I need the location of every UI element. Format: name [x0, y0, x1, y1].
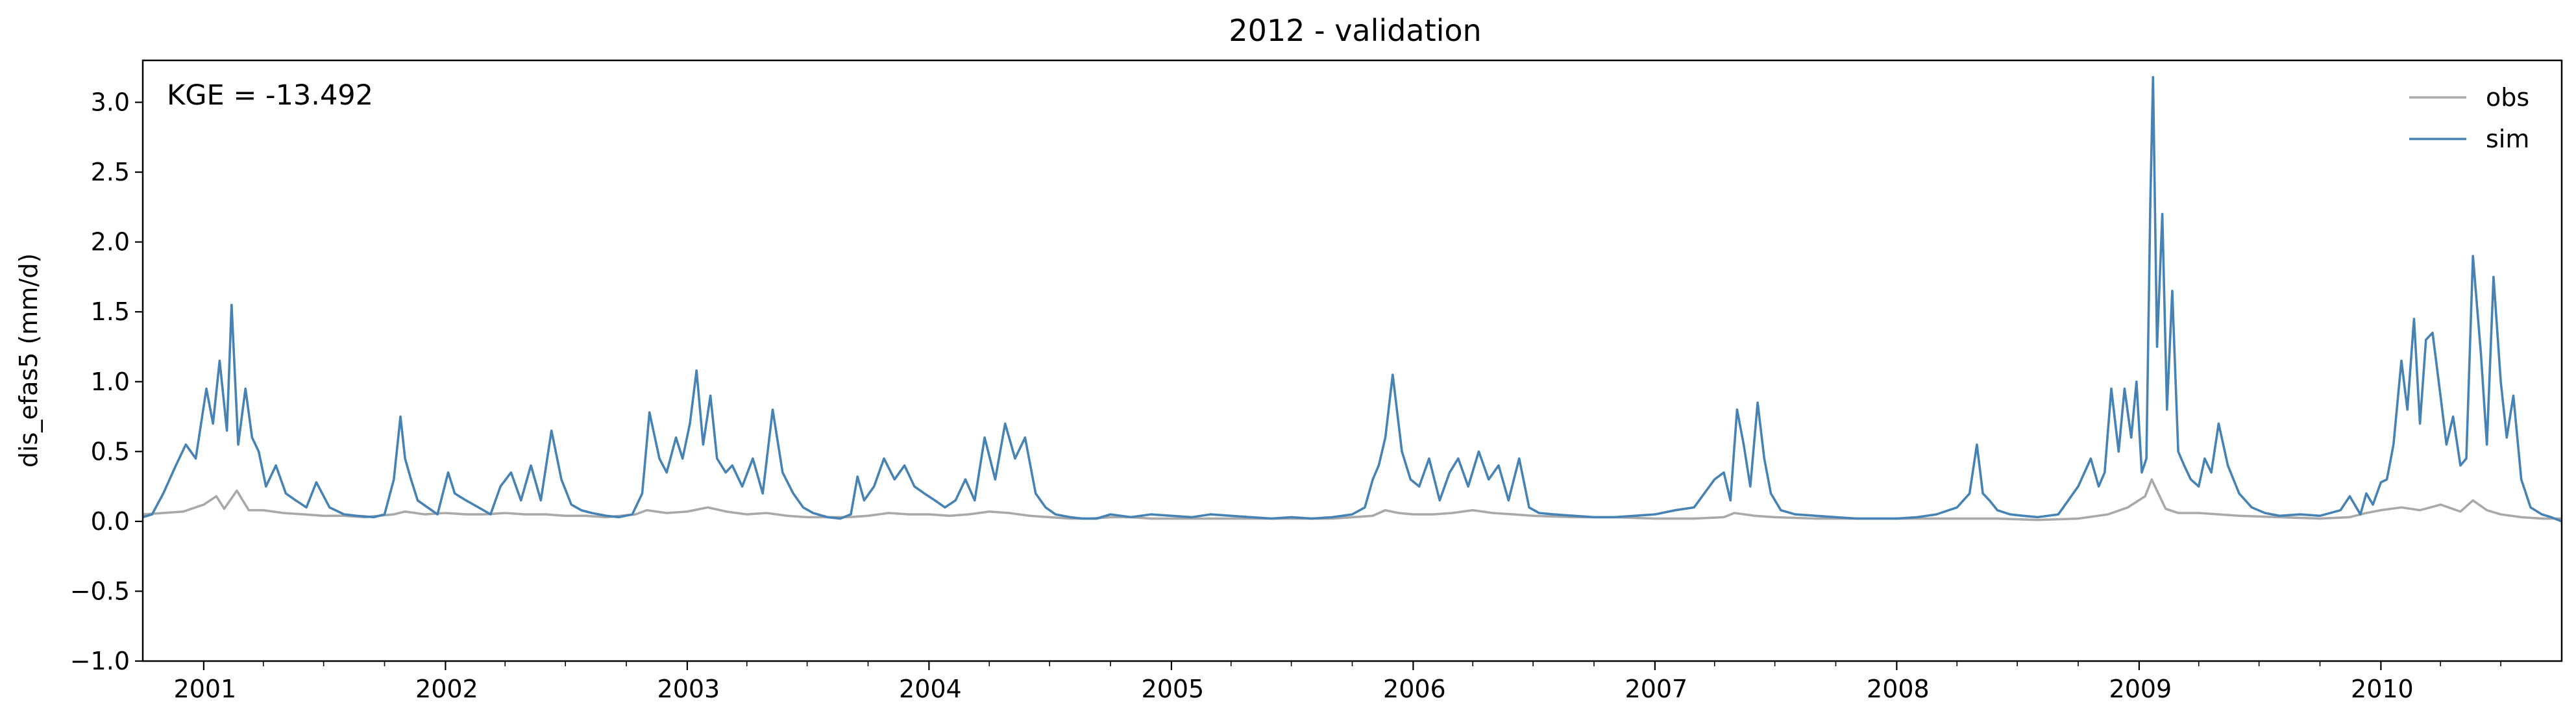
x-tick-label: 2007: [1625, 675, 1688, 703]
legend-label-obs: obs: [2486, 83, 2529, 112]
series-line-sim: [143, 76, 2562, 523]
x-tick-label: 2010: [2351, 675, 2414, 703]
kge-annotation: KGE = -13.492: [167, 79, 373, 112]
y-tick-label: 2.0: [91, 228, 130, 257]
x-tick-label: 2004: [899, 675, 962, 703]
y-tick-label: 2.5: [91, 158, 130, 186]
series-line-obs: [143, 478, 2562, 521]
y-axis-label: dis_efas5 (mm/d): [14, 253, 43, 468]
legend-label-sim: sim: [2486, 125, 2529, 153]
x-tick-label: 2008: [1867, 675, 1930, 703]
y-tick-label: −0.5: [70, 577, 130, 605]
y-tick-label: 3.0: [91, 88, 130, 117]
x-tick-label: 2009: [2109, 675, 2172, 703]
y-tick-label: 1.5: [91, 297, 130, 326]
x-tick-label: 2003: [657, 675, 720, 703]
y-tick-label: 0.0: [91, 507, 130, 536]
x-tick-label: 2006: [1383, 675, 1446, 703]
y-tick-label: 0.5: [91, 437, 130, 466]
chart-title: 2012 - validation: [1229, 13, 1481, 48]
plot-area: −1.0 −0.5 0.0 0.5 1.0 1.5 2.0 2.5 3.0 2001 2002 200…: [70, 59, 2563, 703]
legend: obs sim: [2409, 83, 2529, 153]
x-tick-label: 2005: [1142, 675, 1205, 703]
x-tick-label: 2001: [174, 675, 237, 703]
y-tick-label: 1.0: [91, 368, 130, 396]
x-tick-label: 2002: [415, 675, 478, 703]
y-tick-label: −1.0: [70, 647, 130, 675]
